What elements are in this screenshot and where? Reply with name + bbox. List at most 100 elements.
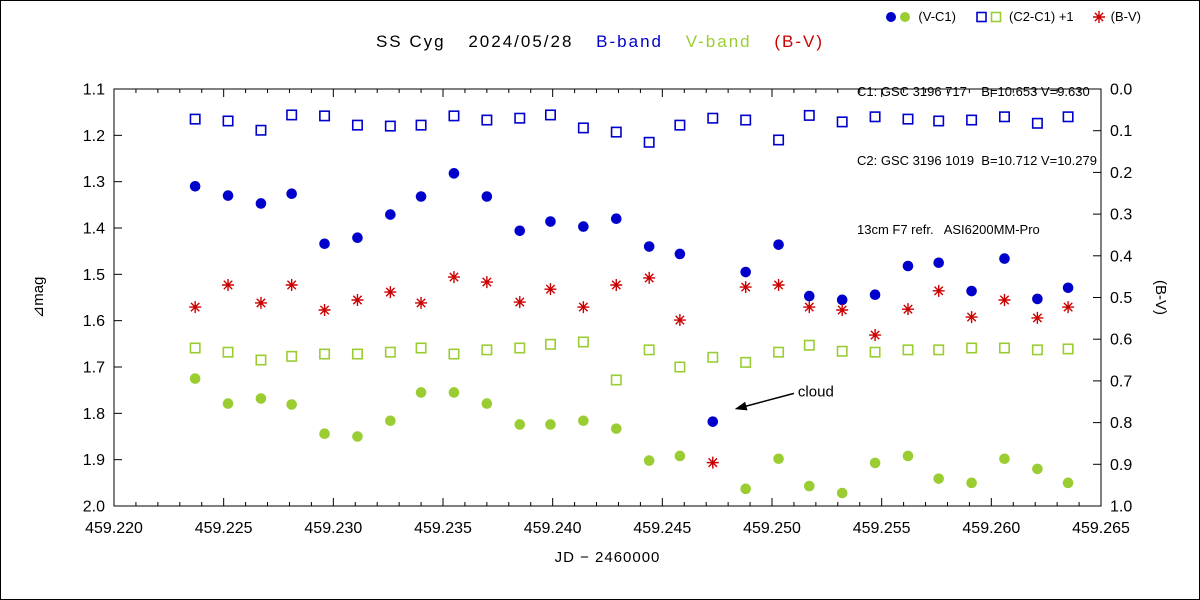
series-v-band-c2-c1-1-point — [544, 338, 556, 350]
series-b-band-v-c1-point — [803, 290, 815, 302]
series-b-band-v-c1-point — [448, 168, 460, 179]
series-v-band-v-c1-point — [319, 428, 330, 440]
series-b-band-c2-c1-1-point — [1062, 111, 1074, 123]
y-right-tick-label: 0.7 — [1110, 373, 1132, 390]
y-left-tick-label: 1.5 — [83, 267, 105, 284]
x-tick-label: 459.255 — [853, 520, 911, 537]
title-date: 2024/05/28 — [468, 32, 574, 51]
y-right-tick-label: 0.8 — [1110, 415, 1132, 432]
series-b-band-v-c1-point — [545, 216, 556, 227]
y-left-tick-label: 1.8 — [83, 406, 105, 423]
series-b-band-c2-c1-1-point — [643, 136, 655, 148]
series-v-band-c2-c1-1-point — [740, 356, 752, 368]
series-b-v-point — [415, 296, 428, 309]
series-b-band-v-c1-point — [933, 257, 944, 269]
chart-title: SS Cyg 2024/05/28 B-band V-band (B-V) — [368, 32, 832, 52]
y-right-tick-label: 0.2 — [1110, 165, 1132, 182]
series-v-band-c2-c1-1-point — [351, 348, 363, 360]
series-b-v-point — [673, 314, 686, 327]
title-star-name: SS Cyg — [375, 32, 446, 51]
series-b-band-c2-c1-1-point — [707, 112, 719, 124]
series-v-band-c2-c1-1-point — [933, 344, 945, 356]
y-axis-label-left: ⊿mag — [30, 277, 47, 319]
series-b-band-c2-c1-1-point — [286, 109, 298, 121]
observation-info: C1: GSC 3196 717 B=10.653 V=9.630 C2: GS… — [857, 34, 1097, 287]
series-v-band-c2-c1-1-point — [966, 342, 978, 354]
series-v-band-v-c1-point — [448, 387, 460, 398]
series-v-band-v-c1-point — [222, 398, 234, 409]
series-b-band-c2-c1-1-point — [836, 116, 848, 128]
series-b-band-c2-c1-1-point — [740, 114, 752, 126]
series-v-band-v-c1-point — [966, 477, 977, 489]
asterisk-marker-icon — [1092, 10, 1105, 23]
x-tick-label: 459.250 — [743, 520, 801, 537]
series-b-band-v-c1-point — [222, 190, 234, 201]
series-b-v-point — [998, 294, 1011, 307]
x-tick-label: 459.260 — [962, 520, 1020, 537]
series-b-v-point — [772, 278, 785, 291]
x-tick-label: 459.235 — [414, 520, 472, 537]
series-b-band-c2-c1-1-point — [933, 115, 945, 127]
series-b-band-c2-c1-1-point — [481, 114, 493, 126]
series-b-band-c2-c1-1-point — [966, 114, 978, 126]
y-left-tick-label: 1.2 — [83, 128, 105, 145]
x-tick-label: 459.230 — [304, 520, 362, 537]
x-tick-label: 459.225 — [195, 520, 253, 537]
series-v-band-c2-c1-1-point — [998, 342, 1010, 354]
y-right-tick-label: 0.4 — [1110, 248, 1132, 265]
plot-legend: (V-C1) (C2-C1) +1 (B-V) — [883, 9, 1141, 24]
cloud-annotation-line — [743, 392, 795, 408]
comparison-star-c2: C2: GSC 3196 1019 B=10.712 V=10.279 — [857, 153, 1097, 168]
series-v-band-v-c1-point — [481, 398, 493, 409]
y-left-tick-label: 2.0 — [83, 499, 105, 516]
y-right-tick-label: 0.0 — [1110, 82, 1132, 99]
series-b-band-v-c1-point — [836, 294, 848, 306]
series-v-band-c2-c1-1-point — [514, 342, 526, 354]
series-v-band-v-c1-point — [933, 473, 944, 484]
series-b-v-point — [1031, 311, 1044, 324]
y-right-tick-label: 1.0 — [1110, 499, 1132, 516]
series-v-band-v-c1-point — [773, 453, 784, 465]
series-b-band-v-c1-point — [707, 416, 719, 427]
series-b-band-c2-c1-1-point — [577, 122, 589, 134]
legend-label-c2-c1: (C2-C1) +1 — [1008, 9, 1074, 24]
series-v-band-c2-c1-1-point — [448, 348, 460, 360]
y-right-tick-label: 0.6 — [1110, 332, 1132, 349]
series-v-band-v-c1-point — [610, 423, 622, 434]
series-v-band-c2-c1-1-point — [189, 342, 201, 354]
series-b-v-point — [384, 286, 397, 299]
series-b-band-v-c1-point — [773, 239, 784, 250]
series-b-band-c2-c1-1-point — [544, 109, 556, 121]
x-tick-label: 459.220 — [85, 520, 143, 537]
series-b-band-v-c1-point — [514, 225, 526, 237]
series-b-v-point — [739, 281, 752, 294]
series-b-v-point — [932, 284, 945, 297]
series-v-band-v-c1-point — [514, 419, 526, 430]
series-b-v-point — [869, 329, 882, 342]
series-v-band-v-c1-point — [740, 483, 751, 495]
series-v-band-v-c1-point — [545, 419, 556, 430]
series-b-band-c2-c1-1-point — [773, 134, 785, 146]
series-b-v-point — [513, 296, 526, 309]
series-v-band-v-c1-point — [999, 453, 1010, 465]
x-tick-label: 459.245 — [633, 520, 691, 537]
series-v-band-c2-c1-1-point — [773, 346, 785, 358]
series-v-band-c2-c1-1-point — [577, 336, 589, 348]
series-b-band-c2-c1-1-point — [610, 126, 622, 138]
series-b-v-point — [1062, 301, 1075, 314]
series-v-band-c2-c1-1-point — [869, 346, 881, 358]
series-b-v-point — [643, 271, 656, 284]
legend-label-b-v: (B-V) — [1110, 9, 1141, 24]
series-b-v-point — [706, 456, 719, 469]
filled-circle-markers-icon — [886, 11, 911, 22]
series-b-band-v-c1-point — [352, 232, 363, 244]
series-b-band-v-c1-point — [740, 266, 751, 278]
y-right-tick-label: 0.1 — [1110, 123, 1132, 140]
series-v-band-c2-c1-1-point — [1031, 344, 1043, 356]
series-b-v-point — [544, 283, 557, 296]
y-left-tick-label: 1.7 — [83, 360, 105, 377]
series-v-band-c2-c1-1-point — [803, 339, 815, 351]
comparison-star-c1: C1: GSC 3196 717 B=10.653 V=9.630 — [857, 84, 1090, 99]
